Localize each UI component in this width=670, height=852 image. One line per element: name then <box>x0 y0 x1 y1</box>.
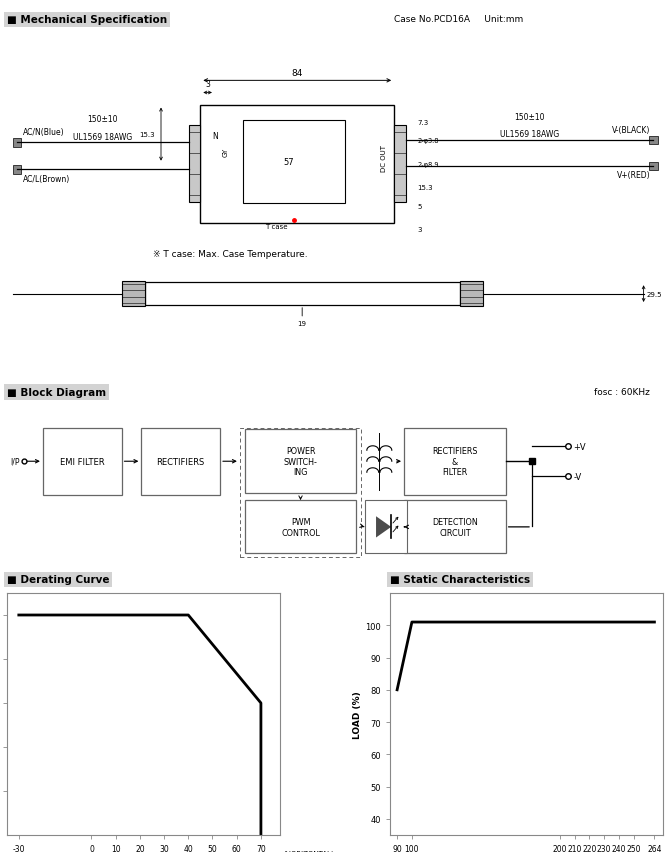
Text: ■ Derating Curve: ■ Derating Curve <box>7 575 109 584</box>
Bar <box>145 283 460 306</box>
Text: PWM
CONTROL: PWM CONTROL <box>281 517 320 537</box>
Text: (HORIZONTAL): (HORIZONTAL) <box>283 849 334 852</box>
Text: I/P: I/P <box>11 458 20 466</box>
Bar <box>13 166 21 175</box>
Bar <box>200 106 394 223</box>
Bar <box>121 282 145 307</box>
Polygon shape <box>376 516 391 538</box>
Bar <box>13 139 21 147</box>
Text: ■ Static Characteristics: ■ Static Characteristics <box>390 575 530 584</box>
Bar <box>43 428 122 495</box>
Text: 2-φ3.8: 2-φ3.8 <box>417 138 439 144</box>
Text: POWER
SWITCH-
ING: POWER SWITCH- ING <box>283 446 318 476</box>
Text: UL1569 18AWG: UL1569 18AWG <box>73 132 132 141</box>
Text: 150±10: 150±10 <box>515 112 545 122</box>
Bar <box>460 282 482 307</box>
Text: V+(RED): V+(RED) <box>616 171 650 180</box>
Text: 19: 19 <box>297 321 307 327</box>
Bar <box>404 501 506 554</box>
Text: 3: 3 <box>417 227 421 233</box>
Bar <box>364 501 407 554</box>
Text: ■ Mechanical Specification: ■ Mechanical Specification <box>7 15 167 26</box>
Text: T case: T case <box>265 224 287 230</box>
Text: 5: 5 <box>417 204 421 210</box>
Text: AC/N(Blue): AC/N(Blue) <box>23 128 65 137</box>
Bar <box>649 163 658 171</box>
Text: RECTIFIERS: RECTIFIERS <box>157 458 205 466</box>
Text: ※ T case: Max. Case Temperature.: ※ T case: Max. Case Temperature. <box>153 250 308 258</box>
Text: GY: GY <box>222 148 228 157</box>
Text: 15.3: 15.3 <box>417 185 433 191</box>
Text: +V: +V <box>574 442 586 452</box>
Text: 3: 3 <box>205 80 210 89</box>
Text: UL1569 18AWG: UL1569 18AWG <box>500 130 559 139</box>
Bar <box>240 428 361 557</box>
Text: DETECTION
CIRCUIT: DETECTION CIRCUIT <box>432 517 478 537</box>
Text: 57: 57 <box>283 158 294 167</box>
Text: EMI FILTER: EMI FILTER <box>60 458 105 466</box>
Bar <box>245 501 356 554</box>
Bar <box>394 126 406 203</box>
Text: 150±10: 150±10 <box>87 115 118 124</box>
Text: N: N <box>212 131 218 141</box>
Bar <box>141 428 220 495</box>
Text: RECTIFIERS
&
FILTER: RECTIFIERS & FILTER <box>432 446 478 476</box>
Text: Case No.PCD16A     Unit:mm: Case No.PCD16A Unit:mm <box>394 15 523 25</box>
Text: 29.5: 29.5 <box>647 291 663 297</box>
Text: 84: 84 <box>291 69 303 78</box>
Text: DC OUT: DC OUT <box>381 145 387 172</box>
Text: V-(BLACK): V-(BLACK) <box>612 125 650 135</box>
Bar <box>649 136 658 145</box>
Text: AC/L(Brown): AC/L(Brown) <box>23 175 70 183</box>
Bar <box>245 429 356 493</box>
Bar <box>243 121 345 204</box>
Bar <box>188 126 200 203</box>
Bar <box>404 428 506 495</box>
Text: 7.3: 7.3 <box>417 120 428 126</box>
Text: 15.3: 15.3 <box>139 132 154 138</box>
Text: fosc : 60KHz: fosc : 60KHz <box>594 388 650 396</box>
Text: 2-φ8.9: 2-φ8.9 <box>417 161 439 167</box>
Text: -V: -V <box>574 472 582 481</box>
Text: ■ Block Diagram: ■ Block Diagram <box>7 388 106 397</box>
Y-axis label: LOAD (%): LOAD (%) <box>353 690 362 738</box>
